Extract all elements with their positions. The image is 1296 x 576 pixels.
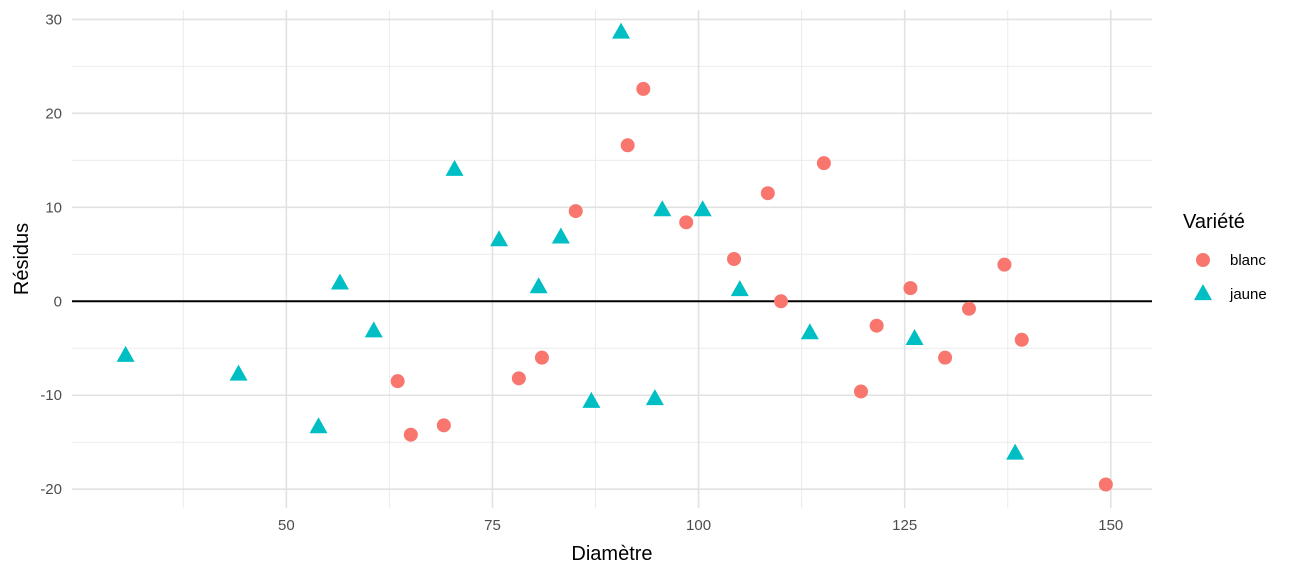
y-tick-label: 30 [45,11,62,28]
data-point-blanc [997,257,1012,272]
data-point-blanc [869,318,884,333]
y-axis-tick-labels: -20 -10 0 10 20 30 [40,11,62,498]
legend-label: jaune [1229,286,1267,303]
x-tick-label: 50 [278,517,295,534]
minor-gridlines [72,10,1152,508]
major-gridlines [72,10,1152,508]
data-point-jaune [612,22,631,39]
y-axis-title: Résidus [11,223,33,295]
data-point-blanc [1014,332,1029,347]
legend-key-jaune [1194,284,1212,301]
data-point-jaune [364,321,383,338]
data-point-jaune [229,364,248,381]
data-point-jaune [693,200,712,217]
data-point-blanc [938,350,953,365]
x-axis-title: Diamètre [571,543,652,565]
data-point-blanc [568,204,583,219]
data-point-jaune [330,273,349,290]
data-point-jaune [116,345,135,362]
data-point-jaune [551,227,570,244]
data-point-blanc [534,350,549,365]
data-point-jaune [445,159,464,176]
x-tick-label: 100 [686,517,711,534]
data-point-jaune [1006,443,1025,460]
legend-title: Variété [1183,211,1245,233]
data-point-jaune [800,323,819,340]
data-point-blanc [961,301,976,316]
x-axis-tick-labels: 50 75 100 125 150 [278,517,1123,534]
data-point-jaune [645,389,664,406]
data-point-blanc [727,252,742,266]
y-tick-label: 0 [54,293,62,310]
legend-item-blanc: blanc [1196,252,1266,269]
y-tick-label: -10 [40,387,62,404]
data-point-blanc [816,156,831,171]
y-tick-label: 20 [45,105,62,122]
x-tick-label: 150 [1098,517,1123,534]
data-point-jaune [905,328,924,345]
x-tick-label: 75 [484,517,501,534]
legend-items: blanc jaune [1194,252,1267,303]
data-point-blanc [760,186,775,201]
y-tick-label: -20 [40,481,62,498]
data-point-blanc [636,81,651,96]
data-point-blanc [390,374,405,389]
data-point-jaune [309,417,328,434]
data-point-blanc [853,384,868,399]
y-tick-label: 10 [45,199,62,216]
data-point-jaune [653,200,672,217]
series-blanc [390,81,1113,492]
legend-key-blanc [1196,253,1210,267]
data-point-blanc [774,294,789,309]
data-point-blanc [403,427,418,442]
x-tick-label: 125 [892,517,917,534]
data-points [116,22,1113,492]
data-point-blanc [679,215,694,230]
data-point-jaune [730,280,749,297]
series-jaune [116,22,1025,460]
legend-item-jaune: jaune [1194,284,1267,303]
data-point-blanc [903,281,918,296]
data-point-jaune [582,391,601,408]
data-point-blanc [1098,477,1113,492]
data-point-blanc [511,371,526,386]
data-point-blanc [620,138,635,153]
data-point-blanc [436,418,451,433]
legend: Variété blanc jaune [1183,211,1267,303]
data-point-jaune [529,277,548,294]
legend-label: blanc [1230,252,1266,269]
data-point-jaune [490,230,509,247]
